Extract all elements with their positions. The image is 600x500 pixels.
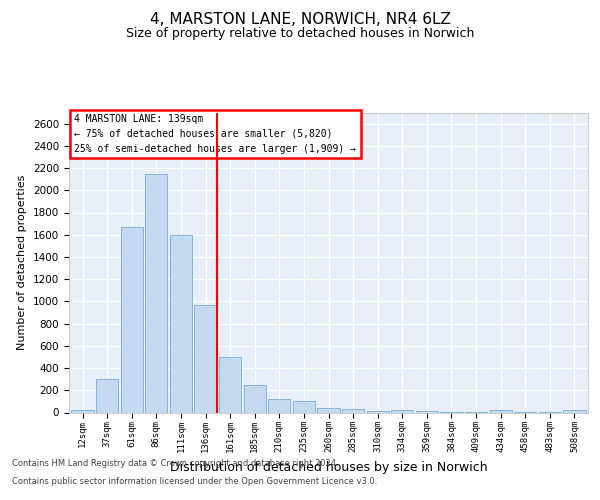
Bar (145, 174, 167, 412)
Bar (170, 234, 192, 412)
Bar (194, 304, 217, 412)
Bar (342, 409, 364, 412)
Text: Size of property relative to detached houses in Norwich: Size of property relative to detached ho… (126, 28, 474, 40)
Bar (490, 410, 512, 412)
Bar (391, 410, 413, 412)
X-axis label: Distribution of detached houses by size in Norwich: Distribution of detached houses by size … (170, 460, 487, 473)
Bar (219, 357, 241, 412)
Bar (71, 410, 94, 412)
Bar (293, 402, 315, 412)
Y-axis label: Number of detached properties: Number of detached properties (17, 175, 28, 350)
Bar (244, 386, 266, 412)
Text: 4, MARSTON LANE, NORWICH, NR4 6LZ: 4, MARSTON LANE, NORWICH, NR4 6LZ (149, 12, 451, 28)
Bar (367, 411, 389, 412)
Bar (121, 227, 143, 412)
Bar (563, 410, 586, 412)
Bar (268, 399, 290, 412)
Bar (317, 408, 340, 412)
Text: Contains HM Land Registry data © Crown copyright and database right 2024.: Contains HM Land Registry data © Crown c… (12, 458, 338, 468)
Text: Contains public sector information licensed under the Open Government Licence v3: Contains public sector information licen… (12, 477, 377, 486)
Bar (96, 379, 118, 412)
Text: 4 MARSTON LANE: 139sqm
← 75% of detached houses are smaller (5,820)
25% of semi-: 4 MARSTON LANE: 139sqm ← 75% of detached… (74, 114, 356, 154)
